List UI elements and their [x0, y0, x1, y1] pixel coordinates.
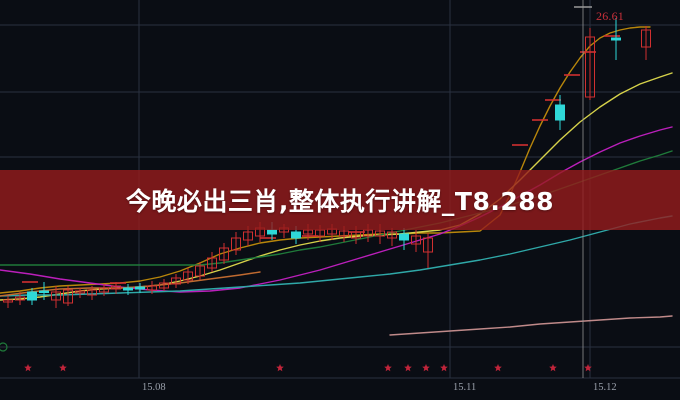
limit-price-dashes — [22, 35, 620, 284]
watermark-banner: 今晚必出三肖,整体执行讲解_T8.288 — [0, 170, 680, 230]
signal-markers — [0, 342, 592, 372]
watermark-text: 今晚必出三肖,整体执行讲解_T8.288 — [125, 187, 555, 216]
candlesticks[interactable] — [3, 18, 651, 308]
